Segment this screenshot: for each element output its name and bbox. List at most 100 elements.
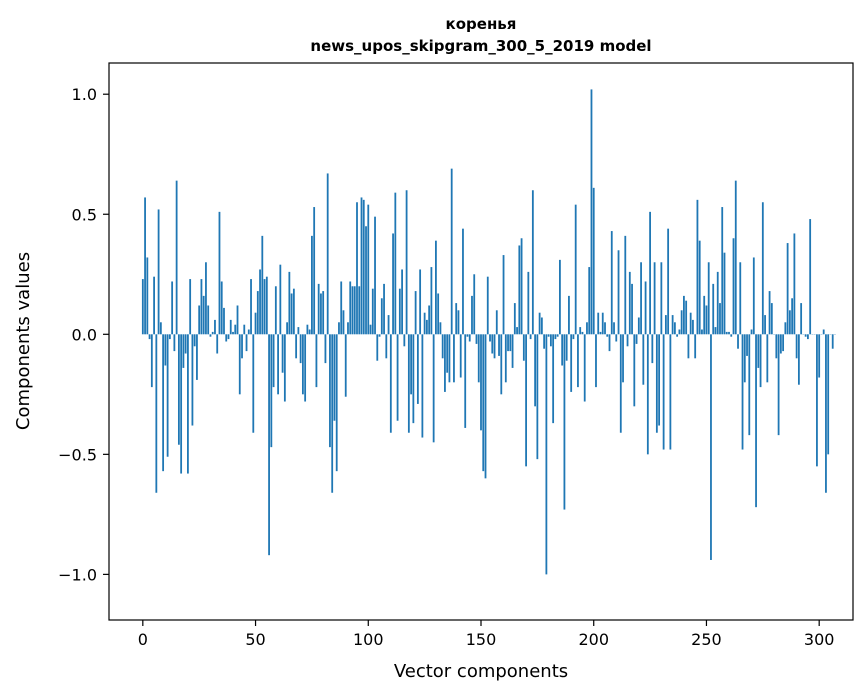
bar-component-80 [322, 291, 325, 335]
y-tick-label: −0.5 [58, 445, 97, 464]
bar-component-29 [207, 305, 210, 335]
bar-component-222 [642, 334, 645, 385]
bar-component-116 [403, 334, 406, 347]
bar-component-71 [301, 334, 304, 395]
bar-component-41 [234, 324, 237, 335]
bar-component-304 [827, 334, 830, 455]
bar-component-253 [712, 283, 715, 335]
bar-component-291 [797, 334, 800, 385]
bar-component-278 [768, 291, 771, 335]
bar-component-281 [775, 334, 778, 359]
bar-component-83 [329, 334, 331, 448]
bar-component-152 [484, 334, 487, 479]
bar-component-135 [446, 334, 449, 373]
bar-component-48 [250, 279, 252, 335]
x-tick-label: 100 [353, 630, 384, 649]
bar-component-173 [531, 190, 534, 335]
bar-component-129 [432, 334, 435, 443]
bar-component-216 [628, 271, 631, 335]
bar-component-196 [583, 334, 586, 402]
bar-component-109 [387, 315, 390, 335]
bar-component-67 [292, 288, 295, 335]
bar-component-54 [263, 279, 266, 335]
bar-component-111 [392, 233, 394, 335]
bar-component-126 [425, 319, 428, 335]
bar-component-268 [746, 334, 748, 356]
bar-component-36 [223, 307, 225, 335]
bar-component-245 [694, 334, 697, 359]
bar-component-84 [331, 334, 334, 493]
bar-component-211 [617, 250, 620, 335]
bar-component-156 [493, 334, 496, 359]
bar-component-224 [646, 334, 649, 455]
bar-component-140 [457, 310, 460, 335]
bar-component-288 [791, 298, 794, 335]
bar-component-108 [385, 334, 388, 359]
bar-component-8 [159, 322, 162, 335]
bar-component-117 [405, 190, 408, 335]
bar-component-275 [761, 202, 764, 335]
bar-component-100 [367, 204, 370, 335]
bar-component-106 [380, 298, 383, 335]
bar-component-273 [757, 334, 760, 368]
bar-component-136 [448, 334, 451, 383]
bar-component-91 [347, 322, 349, 335]
bar-component-239 [680, 310, 683, 335]
bar-component-93 [351, 286, 354, 335]
bar-component-194 [579, 327, 582, 335]
bar-component-296 [809, 219, 812, 335]
bar-component-199 [590, 89, 593, 335]
bar-component-237 [676, 334, 679, 337]
bar-component-14 [173, 334, 176, 352]
bar-component-200 [592, 187, 595, 335]
bar-component-43 [238, 334, 241, 395]
bar-component-220 [637, 317, 640, 335]
bar-component-192 [574, 204, 577, 335]
bar-component-102 [371, 288, 374, 335]
bar-component-229 [658, 334, 661, 426]
bar-component-205 [604, 322, 606, 335]
bar-component-92 [349, 281, 352, 335]
bar-component-252 [710, 334, 712, 560]
bar-component-119 [410, 334, 413, 395]
bar-component-226 [651, 334, 654, 364]
bar-component-228 [655, 334, 658, 433]
bar-component-188 [565, 334, 568, 361]
bar-component-44 [241, 334, 243, 359]
bar-component-219 [635, 334, 638, 344]
bar-component-113 [396, 334, 399, 421]
bar-component-30 [209, 334, 212, 337]
bar-component-60 [277, 334, 279, 395]
bar-component-231 [662, 334, 665, 450]
bar-component-124 [421, 334, 424, 438]
bar-component-88 [340, 281, 343, 335]
bar-component-65 [288, 271, 291, 335]
bar-component-241 [685, 300, 688, 335]
bar-component-159 [500, 334, 503, 395]
bar-component-172 [529, 334, 532, 340]
bar-component-86 [335, 334, 338, 472]
bar-component-7 [157, 209, 160, 335]
bar-component-180 [547, 334, 550, 337]
bar-component-282 [777, 334, 780, 436]
bar-component-34 [218, 211, 221, 335]
bar-component-107 [383, 283, 385, 335]
bar-component-185 [559, 259, 561, 335]
bar-component-292 [800, 303, 803, 335]
bar-component-177 [540, 317, 543, 335]
bar-component-250 [705, 305, 708, 335]
bar-component-53 [261, 235, 264, 335]
bar-component-110 [389, 334, 392, 433]
bar-component-76 [313, 207, 316, 335]
bar-component-183 [554, 334, 557, 340]
bar-component-85 [333, 334, 336, 421]
bar-component-191 [572, 334, 575, 340]
bar-component-283 [779, 334, 782, 354]
bar-component-303 [825, 334, 827, 493]
chart-title: коренья [446, 15, 517, 33]
bar-component-27 [202, 295, 205, 335]
bar-component-155 [491, 334, 494, 354]
bar-component-99 [365, 226, 367, 335]
bar-component-160 [502, 255, 505, 335]
bar-component-122 [416, 334, 419, 404]
